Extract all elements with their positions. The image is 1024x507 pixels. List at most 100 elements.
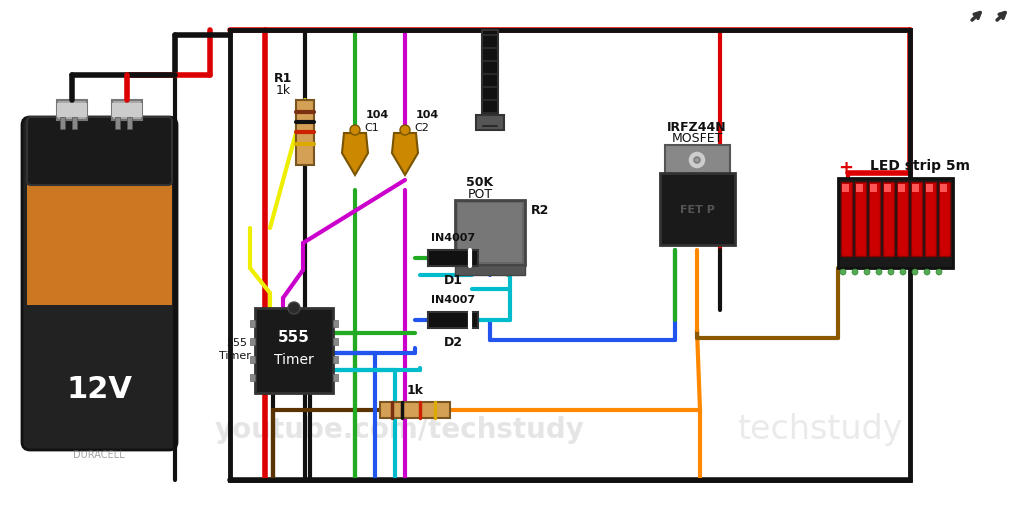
Bar: [482, 30, 498, 115]
Bar: [250, 374, 255, 381]
Text: IN4007: IN4007: [431, 233, 475, 243]
Text: IRFZ44N: IRFZ44N: [668, 121, 727, 133]
Bar: [897, 182, 908, 256]
Bar: [60, 117, 65, 129]
Bar: [870, 196, 877, 248]
Text: 12V: 12V: [66, 376, 132, 405]
Bar: [112, 100, 142, 120]
Text: +: +: [839, 159, 853, 177]
Bar: [112, 103, 142, 117]
Text: 1k: 1k: [407, 383, 424, 396]
Circle shape: [840, 269, 846, 275]
Bar: [870, 184, 877, 192]
Bar: [333, 374, 338, 381]
FancyBboxPatch shape: [22, 117, 177, 450]
Bar: [884, 184, 891, 192]
Text: D1: D1: [443, 273, 463, 286]
Bar: [115, 117, 120, 129]
Text: IN4007: IN4007: [431, 295, 475, 305]
Circle shape: [900, 269, 906, 275]
Text: 555: 555: [279, 331, 310, 345]
Text: MOSFET: MOSFET: [672, 132, 723, 146]
Bar: [911, 182, 922, 256]
Circle shape: [400, 125, 410, 135]
Text: DURACELL: DURACELL: [73, 450, 125, 460]
Bar: [27, 305, 172, 445]
Circle shape: [852, 269, 858, 275]
Circle shape: [888, 269, 894, 275]
Bar: [250, 320, 255, 327]
Bar: [912, 196, 919, 248]
Bar: [855, 182, 866, 256]
Bar: [884, 196, 891, 248]
Bar: [856, 184, 863, 192]
Text: R2: R2: [530, 203, 549, 216]
Bar: [230, 30, 910, 480]
Bar: [912, 184, 919, 192]
Bar: [939, 182, 950, 256]
Bar: [926, 184, 933, 192]
Bar: [940, 184, 947, 192]
Circle shape: [936, 269, 942, 275]
Polygon shape: [342, 133, 368, 175]
Bar: [926, 196, 933, 248]
Bar: [898, 184, 905, 192]
Bar: [333, 356, 338, 363]
Text: R1: R1: [273, 71, 292, 85]
Text: POT: POT: [467, 188, 493, 200]
Bar: [27, 185, 172, 305]
Bar: [296, 100, 314, 165]
Circle shape: [694, 157, 700, 163]
Text: 555: 555: [226, 338, 248, 348]
Circle shape: [876, 269, 882, 275]
Text: C1: C1: [365, 123, 379, 133]
Text: FET P: FET P: [680, 205, 715, 215]
Text: 50K: 50K: [467, 175, 494, 189]
Bar: [72, 117, 77, 129]
Bar: [455, 200, 525, 265]
Bar: [940, 196, 947, 248]
Circle shape: [688, 151, 706, 169]
Bar: [883, 182, 894, 256]
Bar: [476, 115, 504, 130]
Bar: [380, 402, 450, 418]
Bar: [842, 196, 849, 248]
FancyBboxPatch shape: [27, 117, 172, 185]
Bar: [255, 308, 333, 393]
Text: 104: 104: [416, 110, 438, 120]
Bar: [127, 117, 132, 129]
Bar: [333, 338, 338, 345]
Circle shape: [350, 125, 360, 135]
Circle shape: [912, 269, 918, 275]
Text: LED strip 5m: LED strip 5m: [870, 159, 970, 173]
Text: 104: 104: [366, 110, 389, 120]
Bar: [842, 184, 849, 192]
Text: youtube.com/techstudy: youtube.com/techstudy: [215, 416, 585, 444]
Text: DURACELL: DURACELL: [49, 425, 100, 435]
Text: techstudy: techstudy: [737, 414, 903, 447]
Bar: [57, 100, 87, 120]
Circle shape: [288, 302, 300, 314]
Bar: [333, 320, 338, 327]
Text: D2: D2: [443, 336, 463, 348]
Circle shape: [864, 269, 870, 275]
Text: Timer: Timer: [274, 353, 314, 367]
Bar: [428, 250, 478, 266]
Bar: [898, 196, 905, 248]
Bar: [838, 178, 953, 268]
Polygon shape: [392, 133, 418, 175]
Bar: [841, 182, 852, 256]
Bar: [250, 338, 255, 345]
Text: 1k: 1k: [275, 84, 291, 96]
Bar: [458, 203, 522, 262]
Bar: [57, 103, 87, 117]
Bar: [428, 312, 478, 328]
Bar: [455, 265, 525, 275]
Bar: [925, 182, 936, 256]
Bar: [856, 196, 863, 248]
Circle shape: [924, 269, 930, 275]
Text: Timer: Timer: [219, 351, 251, 361]
Bar: [665, 145, 730, 175]
Bar: [660, 173, 735, 245]
Text: C2: C2: [415, 123, 429, 133]
